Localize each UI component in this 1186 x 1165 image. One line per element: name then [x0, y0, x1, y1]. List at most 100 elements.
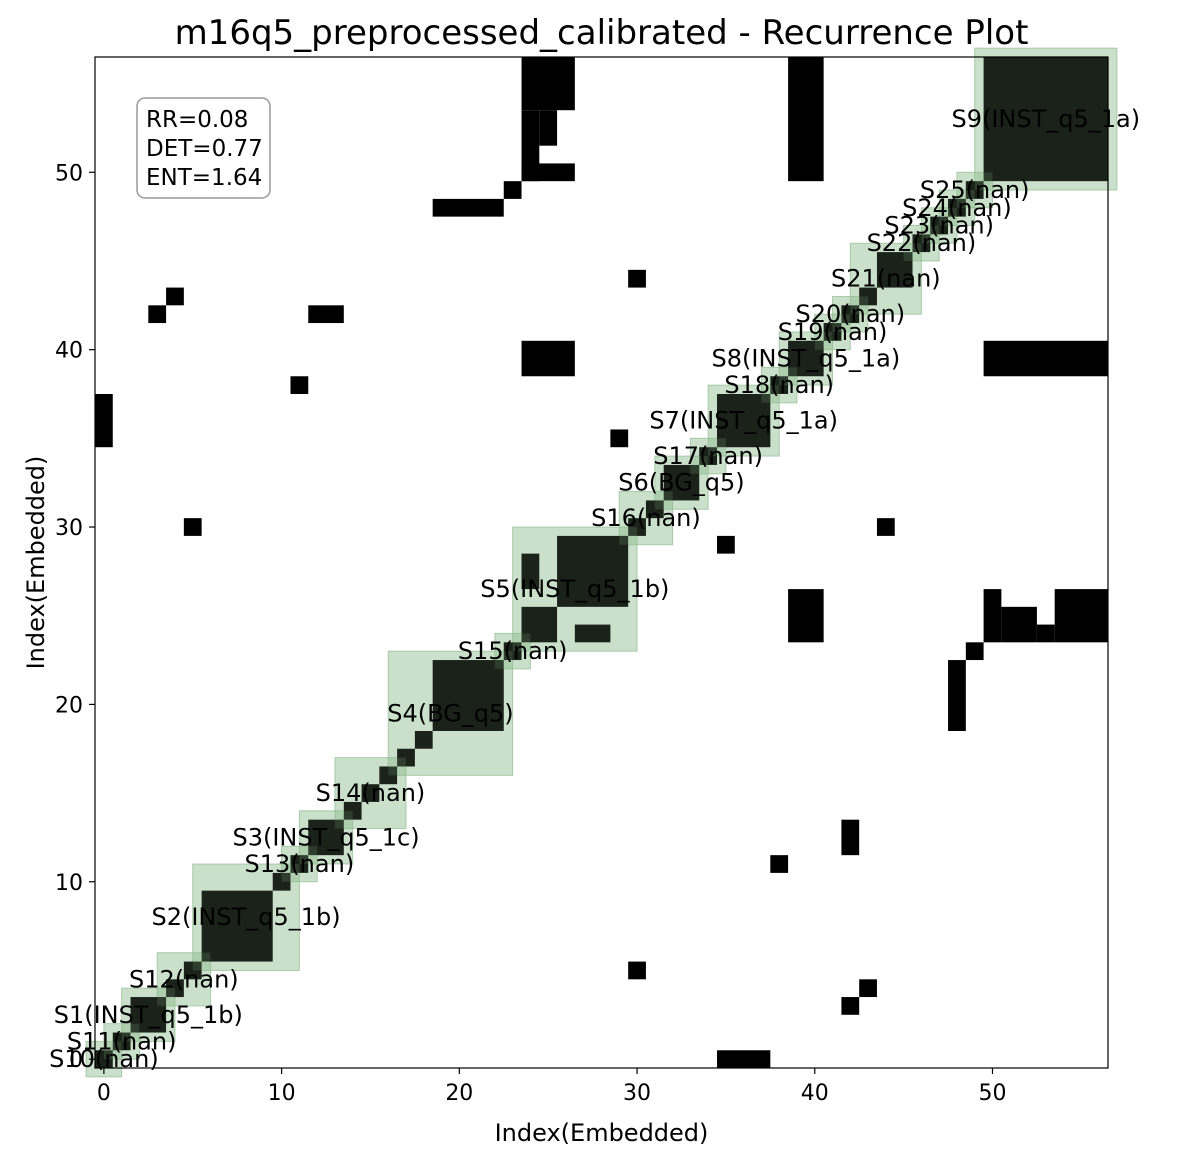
- segment-label: S19(nan): [778, 318, 888, 346]
- recurrence-cell: [788, 57, 824, 182]
- recurrence-cell: [876, 252, 913, 288]
- recurrence-cell: [965, 181, 984, 199]
- segment-label: S25(nan): [920, 176, 1030, 204]
- segment-tint: [956, 172, 993, 208]
- recurrence-cell: [290, 855, 309, 873]
- recurrence-cell: [201, 890, 273, 962]
- recurrence-cell: [610, 429, 629, 448]
- segment-tint: [388, 651, 513, 776]
- segment-tint: [832, 296, 869, 332]
- recurrence-cell: [539, 110, 558, 146]
- recurrence-cell: [521, 606, 558, 643]
- stat-rr: RR=0.08: [146, 107, 248, 133]
- recurrence-cell: [859, 287, 877, 306]
- recurrence-cell: [432, 198, 504, 217]
- segment-tint: [619, 491, 673, 545]
- segment-label-layer: S10(nan)S11(nan)S1(INST_q5_1b)S12(nan)S2…: [49, 105, 1140, 1073]
- recurrence-cell: [717, 394, 771, 448]
- x-tick-label: 0: [97, 1081, 111, 1106]
- segment-label: S11(nan): [67, 1027, 177, 1055]
- x-tick-label: 30: [623, 1081, 651, 1106]
- recurrence-cell: [95, 1050, 113, 1068]
- recurrence-cell: [628, 961, 646, 980]
- segment-label: S20(nan): [795, 300, 905, 328]
- recurrence-cell: [628, 518, 646, 536]
- recurrence-cell: [1001, 606, 1037, 643]
- y-tick-label: 10: [55, 871, 83, 896]
- segment-tint: [512, 527, 638, 652]
- recurrence-cell: [148, 305, 167, 324]
- recurrence-cell: [717, 1050, 771, 1068]
- segment-label: S16(nan): [591, 504, 701, 532]
- recurrence-cell: [841, 819, 860, 856]
- recurrence-cell: [521, 553, 540, 590]
- recurrence-block-layer: [86, 48, 1117, 1077]
- recurrence-cell: [521, 340, 575, 377]
- recurrence-cell: [948, 660, 966, 731]
- y-axis-label: Index(Embedded): [22, 456, 50, 670]
- recurrence-cell: [343, 801, 362, 820]
- segment-label: S5(INST_q5_1b): [480, 575, 669, 603]
- segment-label: S22(nan): [867, 229, 977, 257]
- segment-label: S21(nan): [831, 265, 941, 293]
- recurrence-cell: [1054, 589, 1108, 643]
- segment-tint: [299, 810, 353, 865]
- segment-tint: [121, 988, 175, 1042]
- recurrence-cell: [95, 394, 113, 448]
- recurrence-cell: [503, 181, 522, 199]
- segment-tint: [334, 757, 407, 829]
- recurrence-cell: [521, 163, 575, 182]
- recurrence-cell: [983, 340, 1108, 377]
- recurrence-cell: [841, 305, 860, 324]
- segment-tint: [281, 846, 318, 882]
- recurrence-cell: [521, 57, 575, 111]
- recurrence-cell: [183, 961, 202, 980]
- y-tick-label: 50: [55, 161, 83, 186]
- recurrence-cell: [948, 198, 966, 217]
- recurrence-cell: [1036, 624, 1055, 643]
- recurrence-cell: [397, 748, 415, 767]
- recurrence-cell: [628, 269, 646, 288]
- recurrence-cell: [823, 323, 842, 341]
- segment-tint: [103, 1023, 140, 1060]
- segment-label: S7(INST_q5_1a): [649, 407, 838, 435]
- recurrence-cell: [290, 376, 309, 394]
- y-tick-label: 0: [69, 1048, 83, 1073]
- recurrence-cell: [717, 535, 735, 554]
- segment-tint: [690, 438, 726, 474]
- segment-tint: [903, 225, 940, 261]
- segment-label: S15(nan): [458, 637, 568, 665]
- segment-label: S12(nan): [129, 965, 239, 993]
- stats-box: RR=0.08 DET=0.77 ENT=1.64: [136, 97, 271, 199]
- recurrence-cell: [166, 979, 184, 998]
- x-tick-label: 20: [445, 1081, 473, 1106]
- stats-box-background: [136, 97, 271, 199]
- recurrence-cell: [699, 447, 718, 465]
- recurrence-cell: [876, 518, 895, 536]
- stat-ent: ENT=1.64: [146, 165, 262, 191]
- segment-label: S2(INST_q5_1b): [151, 903, 340, 931]
- segment-label: S14(nan): [316, 779, 426, 807]
- segment-tint: [654, 456, 709, 510]
- recurrence-cell: [788, 340, 824, 377]
- segment-label: S1(INST_q5_1b): [54, 1001, 243, 1029]
- segment-label: S9(INST_q5_1a): [951, 105, 1140, 133]
- chart-title: m16q5_preprocessed_calibrated - Recurren…: [175, 13, 1029, 53]
- recurrence-cell: [841, 997, 860, 1015]
- recurrence-cell: [983, 57, 1108, 182]
- segment-tint: [850, 243, 922, 315]
- x-tick-label: 40: [801, 1081, 829, 1106]
- recurrence-cell: [930, 216, 949, 235]
- recurrence-cell: [965, 642, 984, 661]
- recurrence-cell: [432, 660, 504, 731]
- segment-label: S8(INST_q5_1a): [712, 345, 901, 373]
- stat-det: DET=0.77: [146, 136, 263, 162]
- recurrence-cell: [912, 234, 931, 253]
- segment-label: S13(nan): [245, 850, 355, 878]
- x-axis-label: Index(Embedded): [495, 1119, 709, 1147]
- recurrence-cell: [308, 305, 344, 324]
- recurrence-cell: [361, 784, 380, 802]
- segment-tint: [708, 385, 780, 457]
- recurrence-cell: [663, 464, 700, 501]
